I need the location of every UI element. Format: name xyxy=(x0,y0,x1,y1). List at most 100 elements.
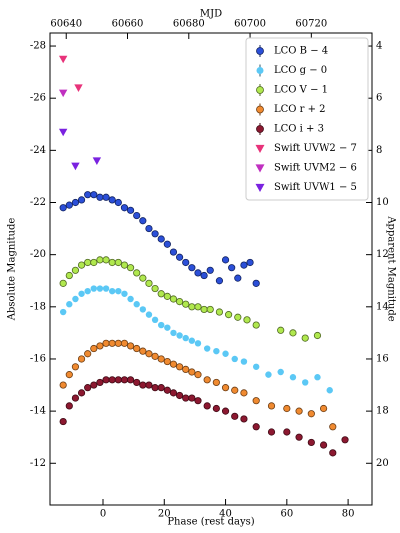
point xyxy=(133,211,141,220)
point xyxy=(157,355,165,363)
point xyxy=(114,198,122,207)
point xyxy=(252,397,260,405)
point xyxy=(84,350,92,358)
point xyxy=(151,230,159,238)
point xyxy=(90,381,98,389)
point xyxy=(188,368,196,376)
legend-label: LCO V − 1 xyxy=(274,85,328,96)
legend-label: LCO g − 0 xyxy=(274,65,327,76)
point xyxy=(212,378,220,387)
point xyxy=(66,301,73,308)
point xyxy=(84,384,92,392)
x-axis-label: Phase (rest days) xyxy=(167,517,254,528)
point xyxy=(65,271,73,280)
point xyxy=(175,253,184,261)
point xyxy=(283,428,291,436)
triangle-marker xyxy=(71,162,80,171)
point xyxy=(341,436,349,444)
point xyxy=(139,217,147,225)
point xyxy=(77,196,86,204)
point xyxy=(169,248,178,256)
point xyxy=(84,258,92,267)
legend-marker xyxy=(256,105,264,114)
point xyxy=(126,342,135,350)
point xyxy=(289,374,297,381)
point xyxy=(120,261,129,269)
point xyxy=(221,407,230,415)
y2-tick-label: 6 xyxy=(376,93,382,104)
point xyxy=(108,196,116,204)
point xyxy=(289,329,297,337)
point xyxy=(175,363,184,371)
x2-tick-label: 60640 xyxy=(50,19,82,30)
legend-label: Swift UVM2 − 6 xyxy=(274,163,357,174)
point xyxy=(307,438,315,447)
point xyxy=(252,321,260,329)
point xyxy=(252,279,260,287)
point xyxy=(108,376,116,384)
point xyxy=(170,329,177,337)
y-tick-label: -20 xyxy=(30,249,46,260)
point xyxy=(90,191,98,199)
point xyxy=(96,193,104,201)
point xyxy=(277,368,284,376)
point xyxy=(121,290,128,297)
point xyxy=(126,264,135,272)
point xyxy=(139,274,147,282)
y2-tick-label: 10 xyxy=(376,197,389,208)
point xyxy=(188,337,196,344)
point xyxy=(194,303,202,311)
point xyxy=(188,394,196,402)
point xyxy=(96,256,104,264)
point xyxy=(77,355,86,363)
point xyxy=(194,397,202,405)
point xyxy=(127,295,134,303)
point xyxy=(182,365,190,373)
point xyxy=(194,371,202,379)
point xyxy=(120,204,129,212)
point xyxy=(319,404,328,413)
point xyxy=(243,316,251,324)
point xyxy=(90,258,98,267)
x-tick-label: 0 xyxy=(100,509,106,520)
point xyxy=(200,305,208,314)
point xyxy=(102,376,110,384)
point xyxy=(96,342,104,350)
point xyxy=(231,386,239,394)
point xyxy=(114,258,122,267)
point xyxy=(182,258,190,267)
point xyxy=(65,402,73,410)
point xyxy=(329,423,337,431)
point xyxy=(175,297,184,306)
point xyxy=(234,274,242,282)
point xyxy=(133,344,141,353)
x-tick-label: 60 xyxy=(280,509,293,520)
triangle-marker xyxy=(92,157,102,165)
point xyxy=(240,415,248,423)
point xyxy=(133,378,141,387)
point xyxy=(145,350,153,358)
y2-tick-label: 8 xyxy=(376,145,382,156)
y2-tick-label: 14 xyxy=(376,301,389,312)
triangle-marker xyxy=(58,128,68,137)
y-tick-label: -16 xyxy=(30,353,46,364)
point xyxy=(139,306,147,313)
point xyxy=(182,394,190,402)
point xyxy=(90,344,98,353)
point xyxy=(115,287,122,295)
point xyxy=(59,279,67,287)
point xyxy=(102,285,110,292)
point xyxy=(163,292,171,300)
point xyxy=(114,339,122,347)
point xyxy=(307,410,315,418)
point xyxy=(102,193,110,201)
x-tick-label: 20 xyxy=(158,509,171,520)
legend-marker xyxy=(255,183,265,192)
point xyxy=(71,266,80,274)
point xyxy=(203,345,211,352)
y-tick-label: -22 xyxy=(30,197,46,208)
plot-frame xyxy=(49,32,373,506)
y2-tick-label: 12 xyxy=(376,249,389,260)
y-tick-label: -24 xyxy=(30,145,46,156)
